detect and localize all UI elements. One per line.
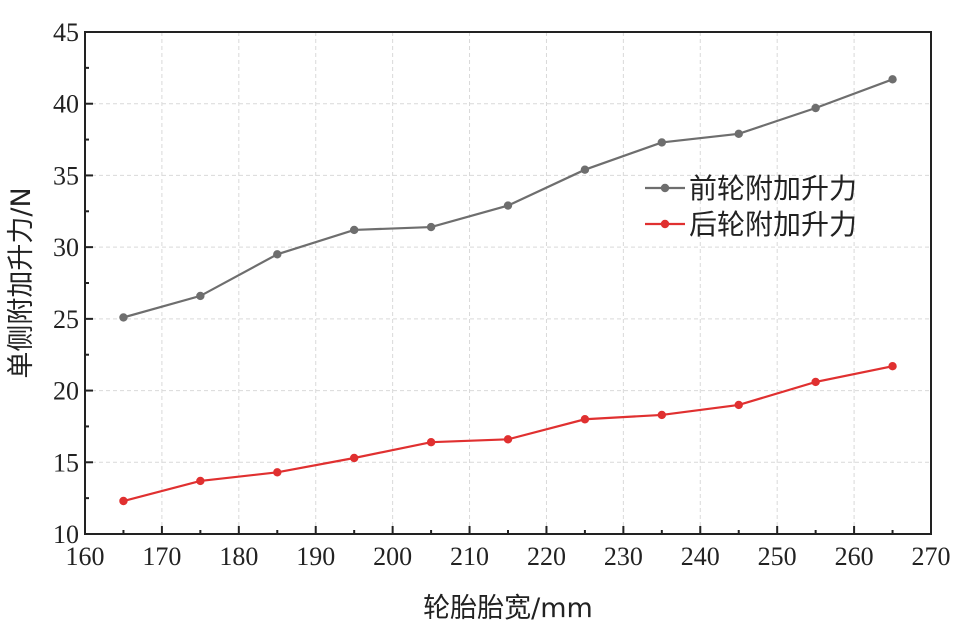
series-1-point [888, 75, 897, 84]
series-1-point [196, 291, 205, 301]
y-tick-label: 35 [53, 161, 79, 190]
y-axis-title: 单侧附加升力/N [6, 187, 37, 378]
x-tick-label: 230 [604, 542, 643, 571]
series-2-point [734, 400, 743, 410]
legend-label-2: 后轮附加升力 [689, 208, 857, 241]
x-tick-label: 250 [758, 542, 797, 571]
legend-label-1: 前轮附加升力 [689, 172, 857, 205]
x-axis-title: 轮胎胎宽/mm [423, 593, 593, 624]
series-2-point [119, 496, 128, 506]
plot-frame [84, 31, 932, 535]
series-2-point [196, 476, 205, 486]
series-2-point [503, 435, 513, 444]
legend-marker-1 [660, 183, 670, 193]
series-1-point [503, 201, 513, 210]
series-2-point [273, 468, 282, 477]
y-tick-label: 30 [53, 233, 79, 262]
series-2-point [888, 361, 897, 371]
x-tick-label: 240 [681, 542, 720, 571]
y-tick-label: 25 [53, 305, 79, 334]
y-tick-label: 15 [53, 448, 79, 477]
series-2-point [426, 438, 436, 447]
series-1-point [734, 129, 743, 139]
series-1-point [580, 165, 590, 174]
x-tick-label: 180 [219, 542, 258, 571]
series-2-point [811, 377, 820, 387]
y-tick-label: 10 [53, 520, 79, 549]
series-2-point [349, 453, 359, 463]
series-1-point [657, 138, 667, 147]
series-1-point [811, 103, 820, 113]
series-2-point [657, 410, 667, 420]
series-2-point [580, 415, 590, 424]
series-1-point [273, 250, 282, 259]
x-tick-label: 210 [450, 542, 489, 571]
y-tick-label: 45 [53, 18, 79, 47]
x-tick-label: 200 [373, 542, 412, 571]
legend-marker-2 [660, 219, 670, 229]
x-tick-label: 160 [66, 542, 105, 571]
x-tick-label: 270 [912, 542, 951, 571]
series-1-point [119, 313, 128, 322]
y-tick-label: 40 [53, 90, 79, 119]
series-1-point [426, 222, 436, 232]
x-tick-label: 220 [527, 542, 566, 571]
y-tick-label: 20 [53, 377, 79, 406]
grid [85, 32, 931, 534]
x-tick-label: 260 [835, 542, 874, 571]
series-1-point [349, 225, 359, 235]
x-tick-label: 190 [296, 542, 335, 571]
series-group [119, 75, 897, 506]
axis-ticks: 160 170 180 190 200 210 220 230 240 250 260 270 10 15… [53, 18, 951, 571]
x-tick-label: 170 [142, 542, 181, 571]
